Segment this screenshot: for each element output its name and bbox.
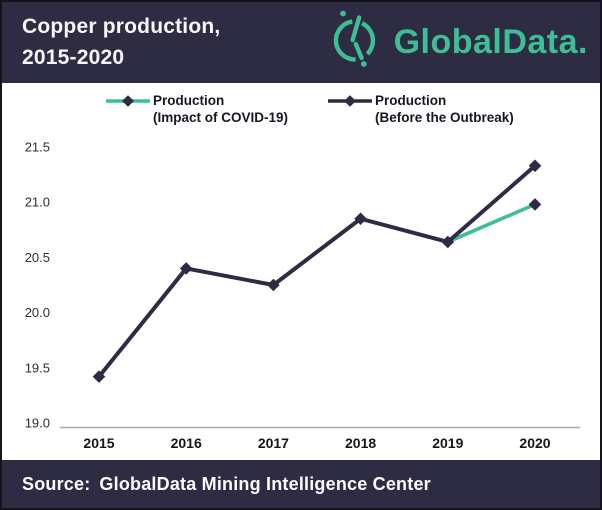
x-tick-label: 2019 xyxy=(432,435,463,451)
legend-label-covid-impact: Production (Impact of COVID-19) xyxy=(153,92,288,126)
y-tick-label: 21.5 xyxy=(25,140,50,155)
x-tick-label: 2016 xyxy=(171,435,202,451)
chart-title: Copper production, 2015-2020 xyxy=(22,11,220,73)
footer-bar: Source: GlobalData Mining Intelligence Ce… xyxy=(2,460,600,508)
series-line-before-outbreak xyxy=(97,163,537,379)
data-point-marker xyxy=(528,198,542,211)
source-text: Source: GlobalData Mining Intelligence Ce… xyxy=(2,474,431,495)
data-point-marker xyxy=(92,370,106,383)
line-chart-canvas: 19.0 19.5 20.0 20.5 21.0 21.5 2015 2016 2017 2018… xyxy=(25,140,580,451)
y-tick-label: 19.5 xyxy=(25,360,50,375)
data-point-marker xyxy=(267,278,280,292)
legend-label-before-outbreak: Production (Before the Outbreak) xyxy=(375,92,514,126)
x-tick-label: 2018 xyxy=(345,435,376,451)
data-point-marker xyxy=(528,159,542,173)
globaldata-logo: GlobalData. xyxy=(326,2,588,83)
globaldata-logo-icon xyxy=(326,6,384,79)
header-bar: Copper production, 2015-2020 GlobalData. xyxy=(2,2,600,83)
chart-plot-area: Production (Impact of COVID-19) Producti… xyxy=(2,83,600,464)
data-point-marker xyxy=(441,235,455,249)
x-tick-label: 2020 xyxy=(519,435,550,451)
legend-item-covid-impact: Production (Impact of COVID-19) xyxy=(105,92,288,126)
source-label: Source: xyxy=(22,473,91,494)
globaldata-logo-text: GlobalData. xyxy=(393,23,588,61)
series-line-covid-impact xyxy=(445,202,537,244)
legend-marker-before-outbreak xyxy=(327,94,373,113)
legend-label-covid-line1: Production xyxy=(153,93,225,108)
data-point-marker xyxy=(179,262,193,275)
x-tick-label: 2015 xyxy=(83,435,114,451)
data-point-marker xyxy=(354,212,367,226)
y-tick-label: 21.0 xyxy=(25,195,50,210)
chart-title-line2: 2015-2020 xyxy=(22,46,125,69)
legend-marker-covid-impact xyxy=(105,94,151,113)
legend-label-before-line1: Production xyxy=(375,93,447,108)
legend-label-before-line2: (Before the Outbreak) xyxy=(375,110,514,125)
y-tick-label: 20.0 xyxy=(25,305,50,320)
legend-item-before-outbreak: Production (Before the Outbreak) xyxy=(327,92,514,126)
y-tick-label: 19.0 xyxy=(25,416,50,431)
legend-label-covid-line2: (Impact of COVID-19) xyxy=(153,110,289,125)
chart-title-line1: Copper production, xyxy=(22,15,221,38)
source-value: GlobalData Mining Intelligence Center xyxy=(99,473,431,494)
x-tick-label: 2017 xyxy=(258,435,289,451)
y-tick-label: 20.5 xyxy=(25,250,50,265)
